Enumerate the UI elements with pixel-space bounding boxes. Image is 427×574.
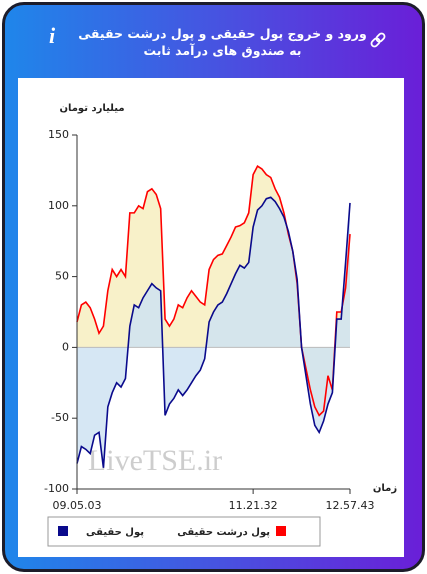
x-tick-label: 09.05.03 [53,499,102,512]
x-tick-label: 11.21.32 [229,499,278,512]
y-axis-label: میلیارد تومان [59,103,124,114]
y-tick-label: 50 [55,270,69,283]
info-icon[interactable]: i [49,23,56,48]
y-tick-label: -50 [51,411,69,424]
link-icon[interactable] [370,32,386,48]
legend-label: پول حقیقی [86,527,144,538]
legend-label: پول درشت حقیقی [177,527,270,538]
series-line [76,196,351,468]
y-tick-label: 100 [48,199,69,212]
watermark: LiveTSE.ir [88,444,222,477]
x-tick-label: 12.57.43 [326,499,375,512]
y-tick-label: 0 [62,340,69,353]
legend-box [47,516,321,547]
plot-area [76,165,351,468]
legend-marker [276,526,286,536]
y-tick-label: 150 [48,128,69,141]
legend-marker [58,526,68,536]
x-axis-label: زمان [373,483,397,494]
area [77,197,350,468]
y-tick-label: -100 [44,482,69,495]
chart-title: ورود و خروج پول حقیقی و پول درشت حقیقی ب… [78,26,367,58]
